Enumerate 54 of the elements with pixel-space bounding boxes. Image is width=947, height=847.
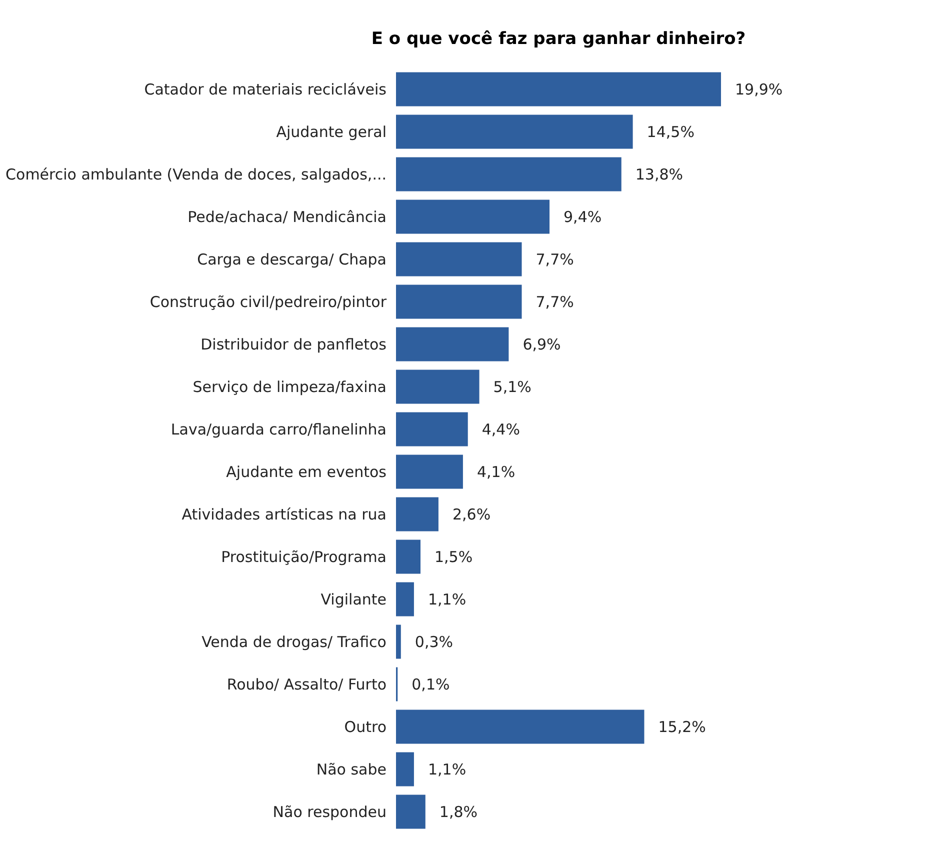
data-label: 1,5% (434, 548, 473, 566)
y-tick-label: Comércio ambulante (Venda de doces, salgados,... (6, 165, 386, 184)
data-label: 1,8% (439, 802, 478, 821)
bar (396, 497, 438, 532)
data-label: 4,1% (476, 462, 516, 481)
bar (396, 794, 426, 829)
y-tick-label: Vigilante (320, 590, 386, 608)
y-tick-label: Não respondeu (272, 802, 386, 821)
y-tick-label: Não sabe (316, 760, 386, 778)
y-tick-label: Outro (344, 718, 386, 736)
bar (396, 752, 414, 786)
y-tick-label: Carga e descarga/ Chapa (197, 250, 386, 268)
data-label: 2,6% (452, 505, 491, 524)
y-tick-label: Ajudante em eventos (226, 462, 387, 481)
y-tick-label: Pede/achaca/ Mendicância (188, 208, 386, 226)
y-tick-label: Ajudante geral (276, 122, 386, 141)
bar (396, 200, 550, 234)
bar (396, 710, 644, 744)
data-label: 9,4% (564, 208, 602, 226)
data-label: 19,9% (735, 80, 783, 98)
y-tick-label: Venda de drogas/ Trafico (202, 632, 386, 651)
bar (396, 370, 480, 404)
data-label: 7,7% (536, 292, 574, 311)
data-label: 1,1% (428, 760, 466, 778)
y-tick-label: Atividades artísticas na rua (182, 505, 386, 524)
data-label: 0,1% (412, 675, 450, 694)
bar (396, 624, 401, 659)
bar (396, 540, 420, 574)
y-tick-label: Construção civil/pedreiro/pintor (150, 292, 388, 311)
y-tick-label: Distribuidor de panfletos (200, 335, 387, 354)
bar (396, 157, 622, 192)
data-label: 7,7% (536, 250, 574, 268)
bar (396, 72, 721, 106)
data-label: 4,4% (482, 420, 520, 438)
bar (396, 454, 463, 489)
y-tick-label: Catador de materiais recicláveis (144, 80, 387, 98)
y-tick-label: Lava/guarda carro/flanelinha (170, 420, 386, 438)
data-label: 0,3% (414, 632, 454, 651)
data-label: 1,1% (428, 590, 466, 608)
bar (396, 412, 468, 446)
chart-title: E o que você faz para ganhar dinheiro? (371, 29, 746, 49)
data-label: 6,9% (522, 335, 561, 354)
bar (396, 327, 509, 362)
y-tick-label: Prostituição/Programa (221, 548, 386, 566)
bar (396, 242, 522, 276)
bar (396, 114, 633, 149)
y-tick-label: Serviço de limpeza/faxina (192, 378, 386, 396)
data-label: 5,1% (493, 378, 532, 396)
data-label: 13,8% (635, 165, 684, 184)
bar (396, 582, 414, 616)
y-tick-label: Roubo/ Assalto/ Furto (226, 675, 386, 694)
bar (396, 284, 522, 319)
data-label: 14,5% (646, 122, 694, 141)
data-label: 15,2% (658, 718, 706, 736)
